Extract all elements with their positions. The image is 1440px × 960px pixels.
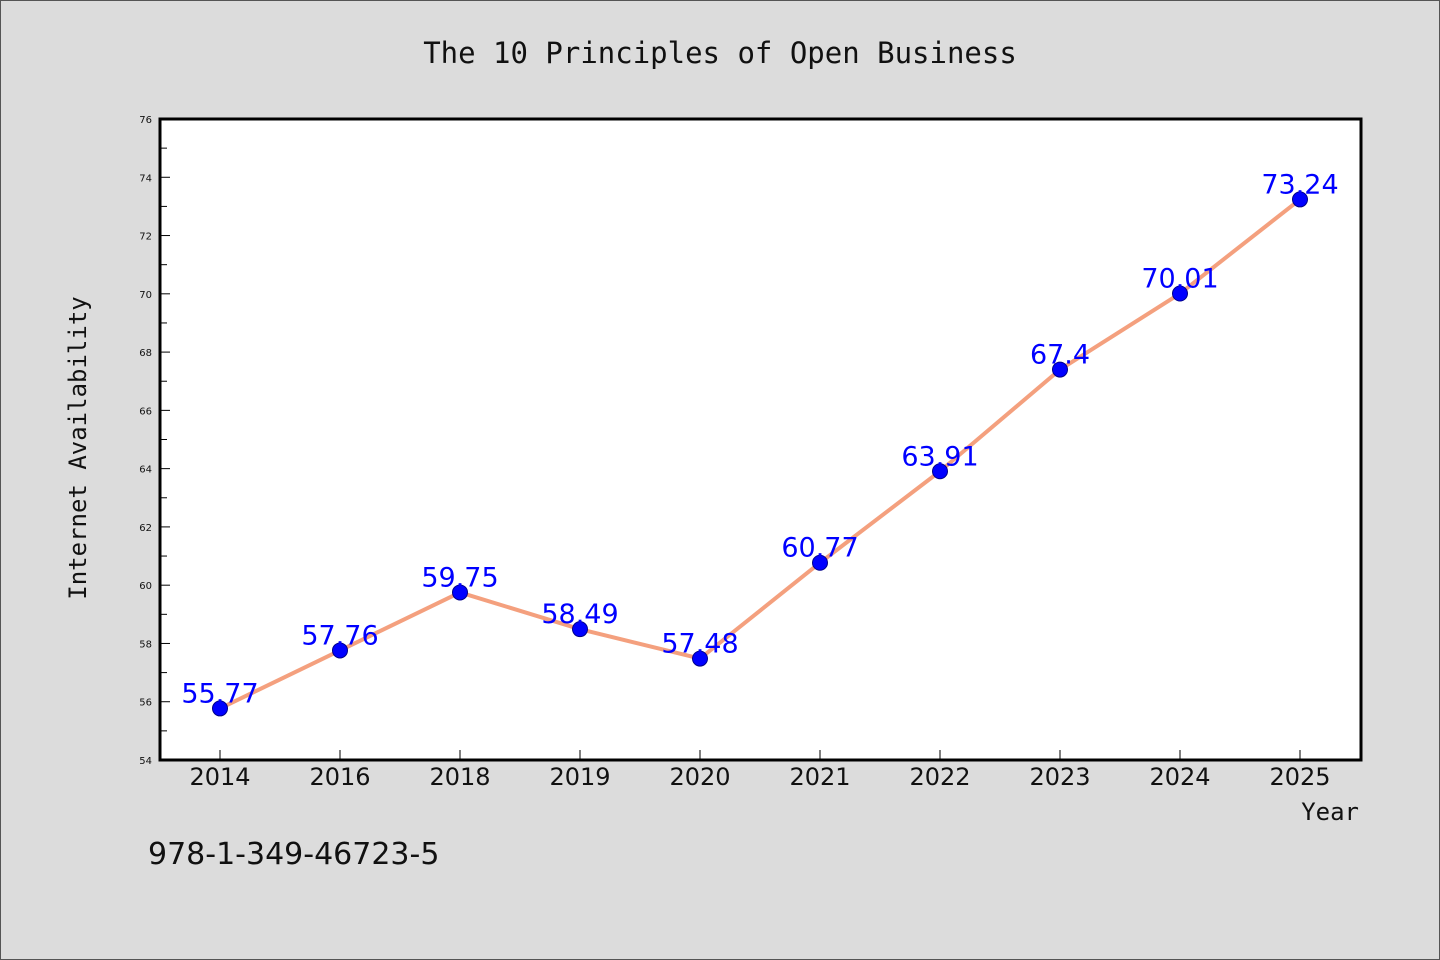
data-label: 59.75: [421, 562, 498, 593]
data-point: [452, 584, 468, 601]
data-markers: [212, 191, 1308, 717]
data-point: [812, 554, 828, 571]
data-point: [1052, 361, 1068, 378]
x-tick-label: 2021: [789, 763, 850, 791]
y-axis-label: Internet Availability: [64, 296, 92, 599]
plot-border: [158, 117, 1363, 762]
data-label: 70.01: [1141, 264, 1218, 295]
x-tick-label: 2023: [1029, 763, 1090, 791]
data-label: 58.49: [541, 599, 618, 630]
data-point: [212, 700, 228, 717]
data-label: 55.77: [181, 678, 258, 709]
y-tick-label: 72: [139, 232, 152, 243]
y-tick-label: 58: [139, 639, 152, 650]
y-tick-label: 60: [139, 581, 152, 592]
data-labels: 55.77 57.76 59.75 58.49 57.48 60.77 63.91 67.4 7…: [181, 169, 1338, 709]
data-point: [1292, 191, 1308, 208]
y-tick-label: 74: [139, 173, 152, 184]
plot-area: [160, 119, 1361, 760]
y-tick-label: 56: [139, 698, 152, 709]
x-tick-label: 2022: [909, 763, 970, 791]
chart-title: The 10 Principles of Open Business: [423, 36, 1017, 70]
x-axis: 2014 2016 2018 2019 2020 2021 2022 2023 2024 2025: [189, 750, 1331, 791]
data-label: 63.91: [901, 441, 978, 472]
isbn-footnote: 978-1-349-46723-5: [148, 837, 439, 872]
x-tick-label: 2016: [309, 763, 370, 791]
data-point: [932, 463, 948, 480]
y-tick-label: 68: [139, 348, 152, 359]
y-tick-label: 64: [139, 465, 152, 476]
x-tick-label: 2018: [429, 763, 490, 791]
x-axis-label: Year: [1301, 798, 1359, 826]
x-tick-label: 2019: [549, 763, 610, 791]
x-tick-label: 2020: [669, 763, 730, 791]
data-point: [692, 650, 708, 667]
data-label: 57.48: [661, 629, 738, 660]
data-point: [1172, 285, 1188, 302]
data-label: 57.76: [301, 620, 378, 651]
series-line: [218, 197, 1302, 711]
x-tick-label: 2025: [1269, 763, 1330, 791]
y-tick-label: 62: [139, 523, 152, 534]
y-tick-label: 66: [139, 406, 152, 417]
data-label: 67.4: [1030, 340, 1090, 371]
data-point: [332, 642, 348, 659]
y-tick-label: 70: [139, 290, 152, 301]
y-axis: 54 56 58 60 62 64 66 68 70 72 74 76: [139, 115, 170, 767]
y-tick-label: 54: [139, 756, 152, 767]
y-tick-label: 76: [139, 115, 152, 126]
x-tick-label: 2014: [189, 763, 250, 791]
x-tick-label: 2024: [1149, 763, 1210, 791]
data-label: 73.24: [1261, 169, 1338, 200]
data-point: [572, 621, 588, 638]
data-label: 60.77: [781, 533, 858, 564]
